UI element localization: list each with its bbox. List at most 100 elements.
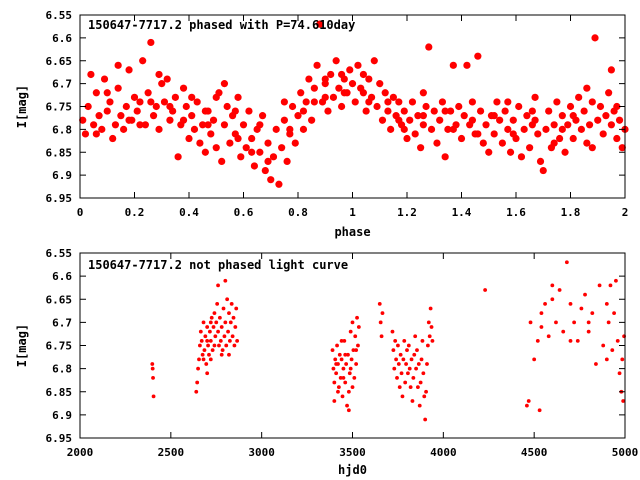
x-tick-label: 1.8	[561, 206, 581, 219]
data-point	[350, 320, 355, 325]
data-point	[535, 338, 540, 343]
data-point	[412, 352, 417, 357]
data-point	[577, 125, 586, 133]
data-point	[515, 102, 523, 111]
data-point	[387, 125, 395, 133]
data-point	[474, 130, 482, 138]
data-point	[429, 325, 434, 329]
x-tick-label: 1.2	[397, 206, 417, 219]
data-point	[332, 399, 337, 403]
data-point	[594, 362, 598, 366]
x-tick-label: 3500	[339, 446, 366, 459]
data-point	[506, 148, 515, 156]
x-tick-label: 1.4	[452, 206, 472, 219]
data-point	[341, 375, 346, 380]
data-point	[95, 112, 103, 120]
data-point	[348, 80, 357, 88]
data-point	[226, 139, 234, 147]
data-point	[407, 366, 412, 371]
data-point	[117, 112, 125, 120]
data-point	[474, 52, 482, 60]
data-point	[418, 380, 423, 385]
data-point	[204, 121, 212, 129]
data-point	[130, 93, 139, 101]
data-point	[428, 306, 433, 311]
data-point	[114, 84, 122, 92]
data-point	[422, 394, 427, 399]
data-point	[359, 89, 367, 97]
data-point	[620, 357, 625, 362]
data-point	[237, 153, 245, 161]
data-point	[531, 93, 539, 101]
data-point	[423, 417, 428, 422]
data-point	[479, 139, 487, 147]
data-point	[256, 121, 264, 129]
data-point	[406, 343, 411, 348]
data-point	[332, 380, 337, 385]
data-point	[413, 334, 418, 339]
data-point	[212, 93, 220, 101]
data-point	[607, 66, 615, 74]
data-point	[498, 139, 506, 147]
data-point	[425, 43, 433, 51]
data-point	[424, 389, 428, 394]
data-point	[155, 125, 163, 133]
data-point	[339, 338, 344, 343]
x-tick-label: 5000	[612, 446, 639, 459]
data-point	[520, 125, 528, 133]
data-point	[384, 107, 392, 115]
data-point	[217, 315, 222, 320]
data-point	[207, 329, 212, 334]
data-point	[566, 102, 575, 111]
data-point	[556, 134, 564, 143]
data-point	[564, 121, 572, 129]
y-tick-label: 6.7	[52, 78, 72, 91]
data-point	[220, 348, 225, 353]
data-point	[355, 315, 359, 320]
data-point	[608, 283, 613, 288]
data-point	[419, 121, 427, 129]
data-point	[539, 325, 544, 329]
data-point	[441, 107, 449, 115]
data-point	[534, 130, 542, 138]
data-point	[564, 260, 569, 265]
data-point	[575, 93, 583, 101]
x-tick-label: 4000	[430, 446, 457, 459]
data-point	[321, 93, 329, 101]
data-point	[425, 362, 429, 366]
phased-chart-title: 150647-7717.2 phased with P=74.610day	[88, 18, 355, 32]
data-point	[84, 102, 92, 111]
data-point	[133, 107, 141, 115]
data-point	[346, 66, 354, 74]
data-point	[615, 338, 620, 343]
data-point	[100, 75, 109, 83]
data-point	[476, 107, 485, 115]
y-tick-label: 6.7	[52, 316, 72, 329]
data-point	[233, 325, 238, 329]
data-point	[103, 89, 111, 97]
phased-data-points	[79, 20, 629, 188]
data-point	[561, 329, 566, 334]
data-point	[583, 84, 591, 92]
data-point	[438, 98, 447, 106]
data-point	[542, 125, 550, 133]
data-point	[365, 75, 373, 83]
data-point	[392, 366, 397, 371]
data-point	[604, 301, 609, 306]
x-tick-label: 2500	[158, 446, 185, 459]
data-point	[607, 121, 615, 129]
data-point	[272, 125, 280, 133]
data-point	[402, 338, 407, 343]
data-point	[400, 107, 408, 115]
data-point	[353, 334, 358, 339]
data-point	[212, 343, 217, 348]
x-tick-label: 2000	[67, 446, 94, 459]
data-point	[526, 144, 534, 152]
data-point	[220, 80, 229, 88]
data-point	[297, 89, 305, 97]
data-point	[347, 371, 352, 376]
data-point	[346, 389, 351, 394]
y-tick-label: 6.85	[46, 386, 73, 399]
data-point	[179, 84, 188, 92]
